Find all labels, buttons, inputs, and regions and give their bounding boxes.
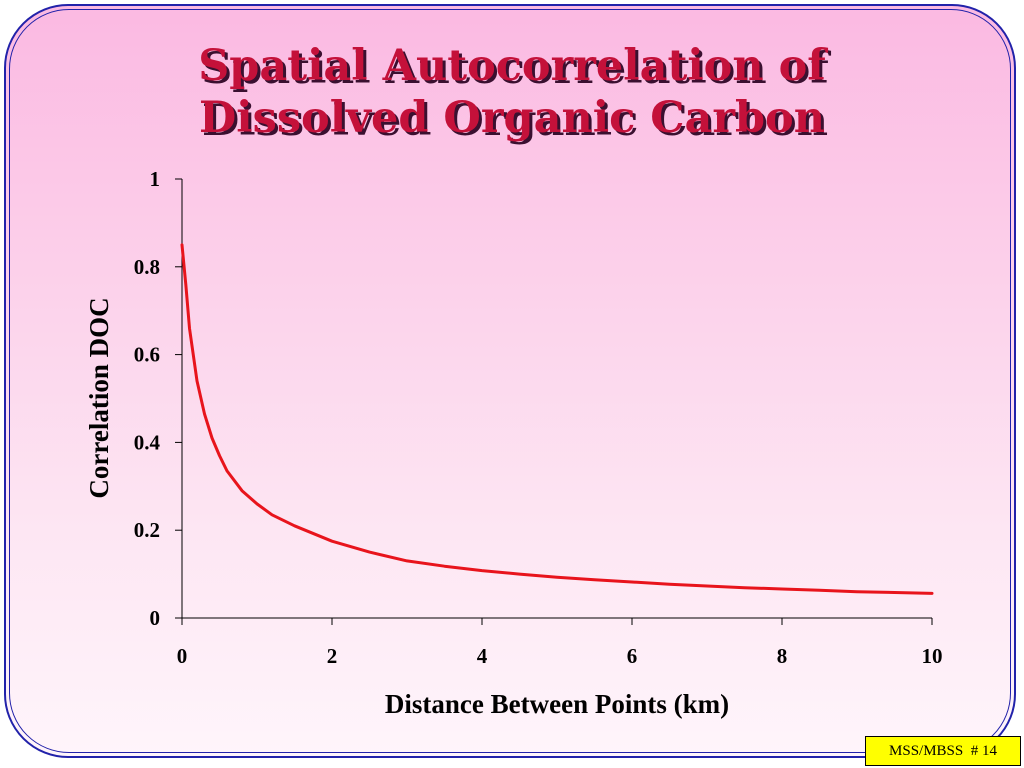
y-tick-label: 0.2 xyxy=(134,518,160,542)
slide-title-line-1: Spatial Autocorrelation of xyxy=(198,41,826,91)
x-tick-label: 2 xyxy=(327,644,338,668)
x-axis-ticks: 0 2 4 6 8 10 xyxy=(177,618,943,668)
y-tick-label: 1 xyxy=(150,167,161,191)
y-axis-ticks: 0 0.2 0.4 0.6 0.8 1 xyxy=(134,167,182,630)
y-axis-label: Correlation DOC xyxy=(84,297,114,498)
slide-title-line-2: Dissolved Organic Carbon xyxy=(199,93,825,143)
slide-title: Spatial Autocorrelation of Dissolved Org… xyxy=(112,40,912,144)
x-tick-label: 4 xyxy=(477,644,488,668)
slide-frame xyxy=(4,4,1016,758)
x-tick-label: 0 xyxy=(177,644,188,668)
slide-number-tag: MSS/MBSS # 14 xyxy=(865,736,1021,766)
y-tick-label: 0 xyxy=(150,606,161,630)
y-tick-label: 0.6 xyxy=(134,343,160,367)
y-tick-label: 0.8 xyxy=(134,255,160,279)
x-tick-label: 6 xyxy=(627,644,638,668)
x-tick-label: 10 xyxy=(922,644,943,668)
x-tick-label: 8 xyxy=(777,644,788,668)
x-axis-label: Distance Between Points (km) xyxy=(385,689,729,719)
y-tick-label: 0.4 xyxy=(134,430,161,454)
slide-frame-inner-border xyxy=(9,9,1011,753)
series-line xyxy=(180,243,934,595)
